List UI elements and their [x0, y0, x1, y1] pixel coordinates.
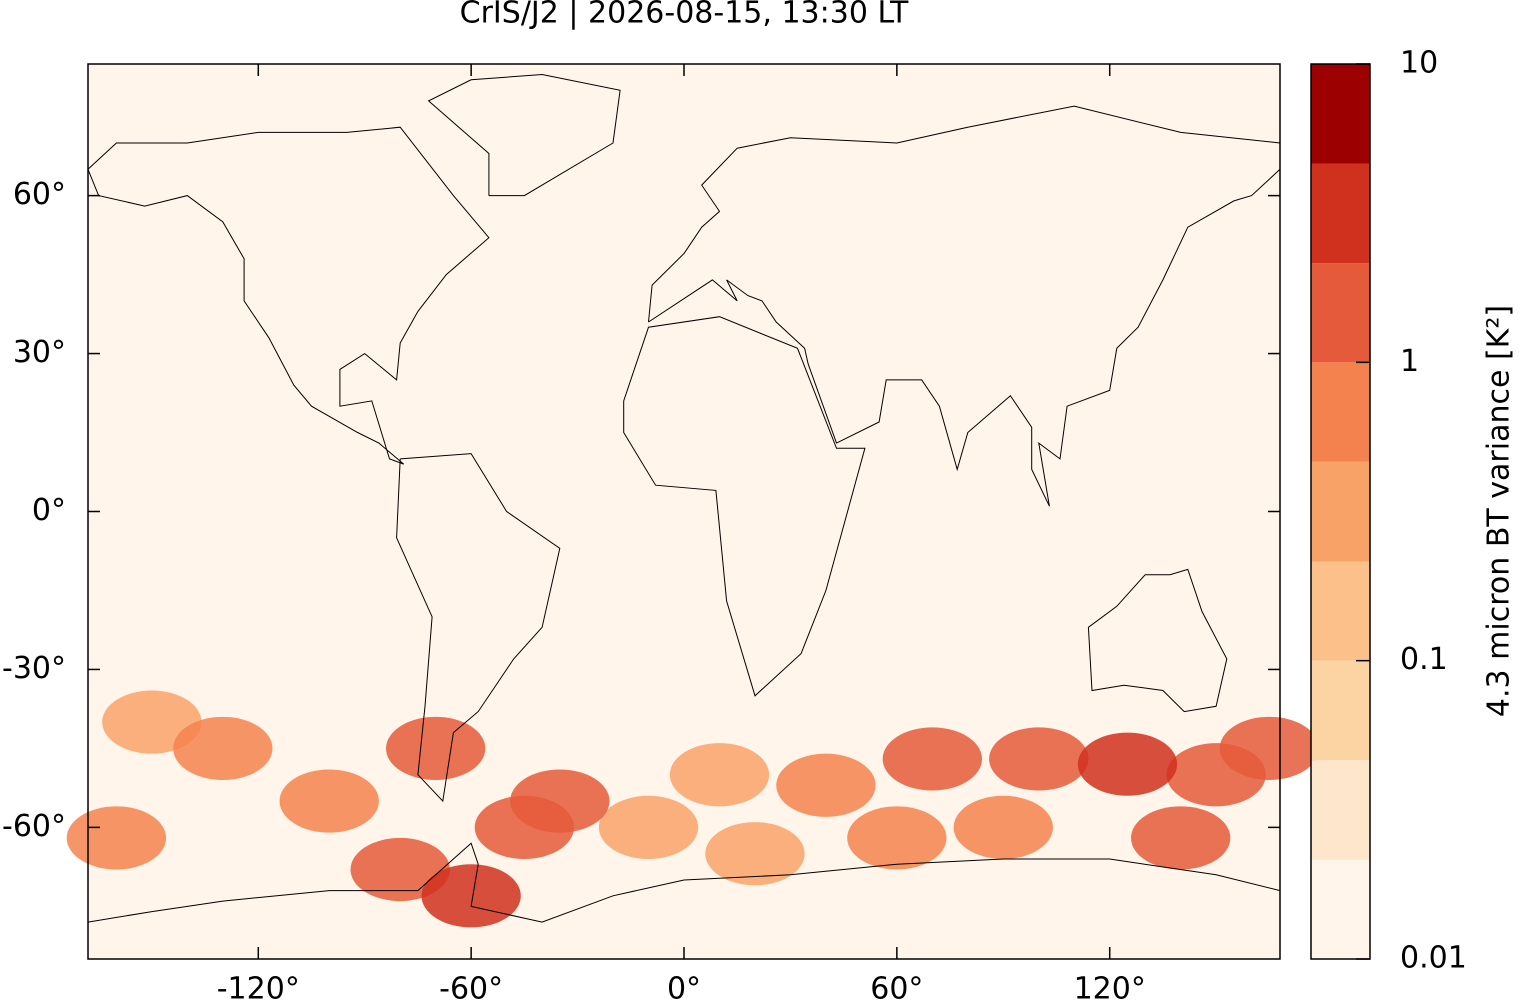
- y-tick-label: 60°: [13, 177, 66, 212]
- variance-patch: [882, 727, 982, 791]
- colorbar-label: 4.3 micron BT variance [K²]: [1482, 305, 1517, 717]
- colorbar-tick-label: 1: [1400, 344, 1419, 379]
- variance-patch: [1077, 732, 1178, 796]
- x-tick-label: 120°: [1074, 972, 1146, 1003]
- axes: -120° -60° 0° 60° 120° -60° -30° 0° 30° 60°: [2, 64, 1280, 1006]
- coastlines: [87, 73, 1281, 923]
- variance-patch: [705, 822, 805, 886]
- colorbar-tick-label: 10: [1400, 46, 1438, 81]
- variance-patch: [847, 806, 947, 870]
- variance-patch: [1219, 716, 1320, 780]
- y-tick-label: -60°: [2, 809, 66, 844]
- variance-patch: [66, 806, 167, 870]
- coastline: [623, 316, 866, 697]
- coastline: [427, 73, 621, 197]
- variance-patch: [474, 795, 575, 859]
- variance-patch: [386, 716, 486, 780]
- coastline: [87, 126, 490, 465]
- coastline: [87, 842, 1281, 923]
- variance-patch: [989, 727, 1089, 791]
- variance-patch: [279, 769, 379, 833]
- colorbar-band: [1311, 760, 1370, 860]
- colorbar-band: [1311, 64, 1370, 164]
- coastline: [1087, 568, 1228, 713]
- y-tick-label: -30°: [2, 651, 66, 686]
- colorbar: 0.01 0.1 1 10: [1310, 46, 1467, 976]
- y-tick-label: 30°: [13, 335, 66, 370]
- colorbar-tick-label: 0.1: [1400, 642, 1448, 677]
- y-tick-label: 0°: [32, 493, 66, 528]
- colorbar-tick-label: 0.01: [1400, 941, 1467, 976]
- colorbar-band: [1311, 859, 1370, 959]
- variance-patch: [598, 795, 699, 859]
- x-tick-label: 0°: [667, 972, 701, 1003]
- map-frame: [87, 63, 1281, 960]
- variance-patch: [173, 716, 273, 780]
- chart-title: CrIS/J2 | 2026-08-15, 13:30 LT: [460, 0, 909, 31]
- colorbar-band: [1311, 660, 1370, 761]
- variance-patch: [953, 795, 1053, 859]
- coastline: [396, 453, 561, 803]
- coastline: [648, 105, 1281, 507]
- x-tick-label: 60°: [870, 972, 923, 1003]
- variance-patch: [1131, 806, 1231, 870]
- variance-patch: [776, 753, 876, 817]
- x-tick-label: -120°: [217, 972, 300, 1003]
- colorbar-band: [1311, 362, 1370, 462]
- colorbar-frame: [1310, 63, 1371, 960]
- colorbar-band: [1311, 263, 1370, 363]
- x-tick-label: -60°: [439, 972, 503, 1003]
- variance-patch: [669, 743, 770, 807]
- colorbar-band: [1311, 561, 1370, 661]
- colorbar-band: [1311, 461, 1370, 562]
- colorbar-band: [1311, 163, 1370, 264]
